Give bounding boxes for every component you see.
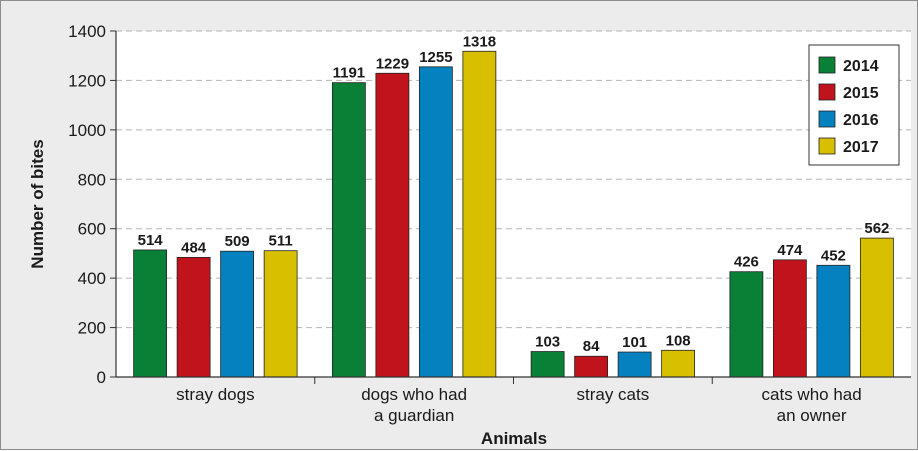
y-tick-label: 800 xyxy=(78,170,106,189)
bar xyxy=(220,250,255,378)
legend-entry-label: 2017 xyxy=(843,139,879,156)
data-label: 452 xyxy=(821,247,846,264)
legend-swatch xyxy=(818,110,836,128)
data-label: 1255 xyxy=(419,49,452,66)
x-category-label: an owner xyxy=(777,406,847,425)
bar xyxy=(617,351,652,378)
y-axis-title: Number of bites xyxy=(28,139,47,268)
bar xyxy=(331,82,366,378)
legend-entry-label: 2016 xyxy=(843,112,879,129)
bar xyxy=(375,72,410,378)
y-tick-label: 200 xyxy=(78,319,106,338)
x-category-label: stray dogs xyxy=(176,385,254,404)
bar xyxy=(816,264,851,378)
x-axis-title: Animals xyxy=(481,429,547,448)
data-label: 1229 xyxy=(376,55,409,72)
y-tick-label: 0 xyxy=(97,368,106,387)
data-label: 1191 xyxy=(333,65,366,82)
data-label: 103 xyxy=(535,334,560,351)
bar xyxy=(530,351,565,378)
x-category-label: dogs who had xyxy=(361,385,467,404)
y-tick-label: 600 xyxy=(78,220,106,239)
legend-swatch xyxy=(818,137,836,155)
x-category-label: a guardian xyxy=(374,406,454,425)
bar xyxy=(418,66,453,378)
data-label: 108 xyxy=(666,332,691,349)
data-label: 514 xyxy=(138,232,164,249)
y-tick-label: 400 xyxy=(78,269,106,288)
legend-swatch xyxy=(818,56,836,74)
x-category-label: cats who had xyxy=(762,385,862,404)
y-tick-label: 1000 xyxy=(68,121,106,140)
bar xyxy=(729,271,764,378)
data-label: 1318 xyxy=(463,33,496,50)
bar xyxy=(176,256,211,378)
y-tick-label: 1400 xyxy=(68,22,106,41)
data-label: 562 xyxy=(864,220,889,237)
data-label: 426 xyxy=(734,254,759,271)
data-label: 101 xyxy=(622,334,647,351)
legend-swatch xyxy=(818,83,836,101)
bar xyxy=(859,237,894,378)
data-label: 511 xyxy=(269,233,293,250)
bar xyxy=(661,349,696,378)
x-category-label: stray cats xyxy=(577,385,650,404)
data-label: 84 xyxy=(583,338,600,355)
bar xyxy=(574,355,609,378)
bar xyxy=(462,50,497,378)
legend-entry-label: 2015 xyxy=(843,85,879,102)
data-label: 509 xyxy=(225,233,250,250)
bar xyxy=(133,249,168,378)
bar xyxy=(263,250,298,378)
data-label: 484 xyxy=(181,239,207,256)
data-label: 474 xyxy=(777,242,803,259)
bar xyxy=(772,259,807,378)
legend-entry-label: 2014 xyxy=(843,58,879,75)
y-tick-label: 1200 xyxy=(68,71,106,90)
